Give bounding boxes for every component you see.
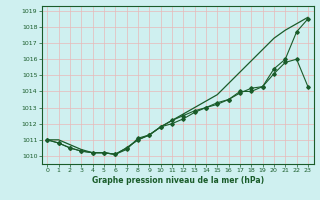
X-axis label: Graphe pression niveau de la mer (hPa): Graphe pression niveau de la mer (hPa) bbox=[92, 176, 264, 185]
